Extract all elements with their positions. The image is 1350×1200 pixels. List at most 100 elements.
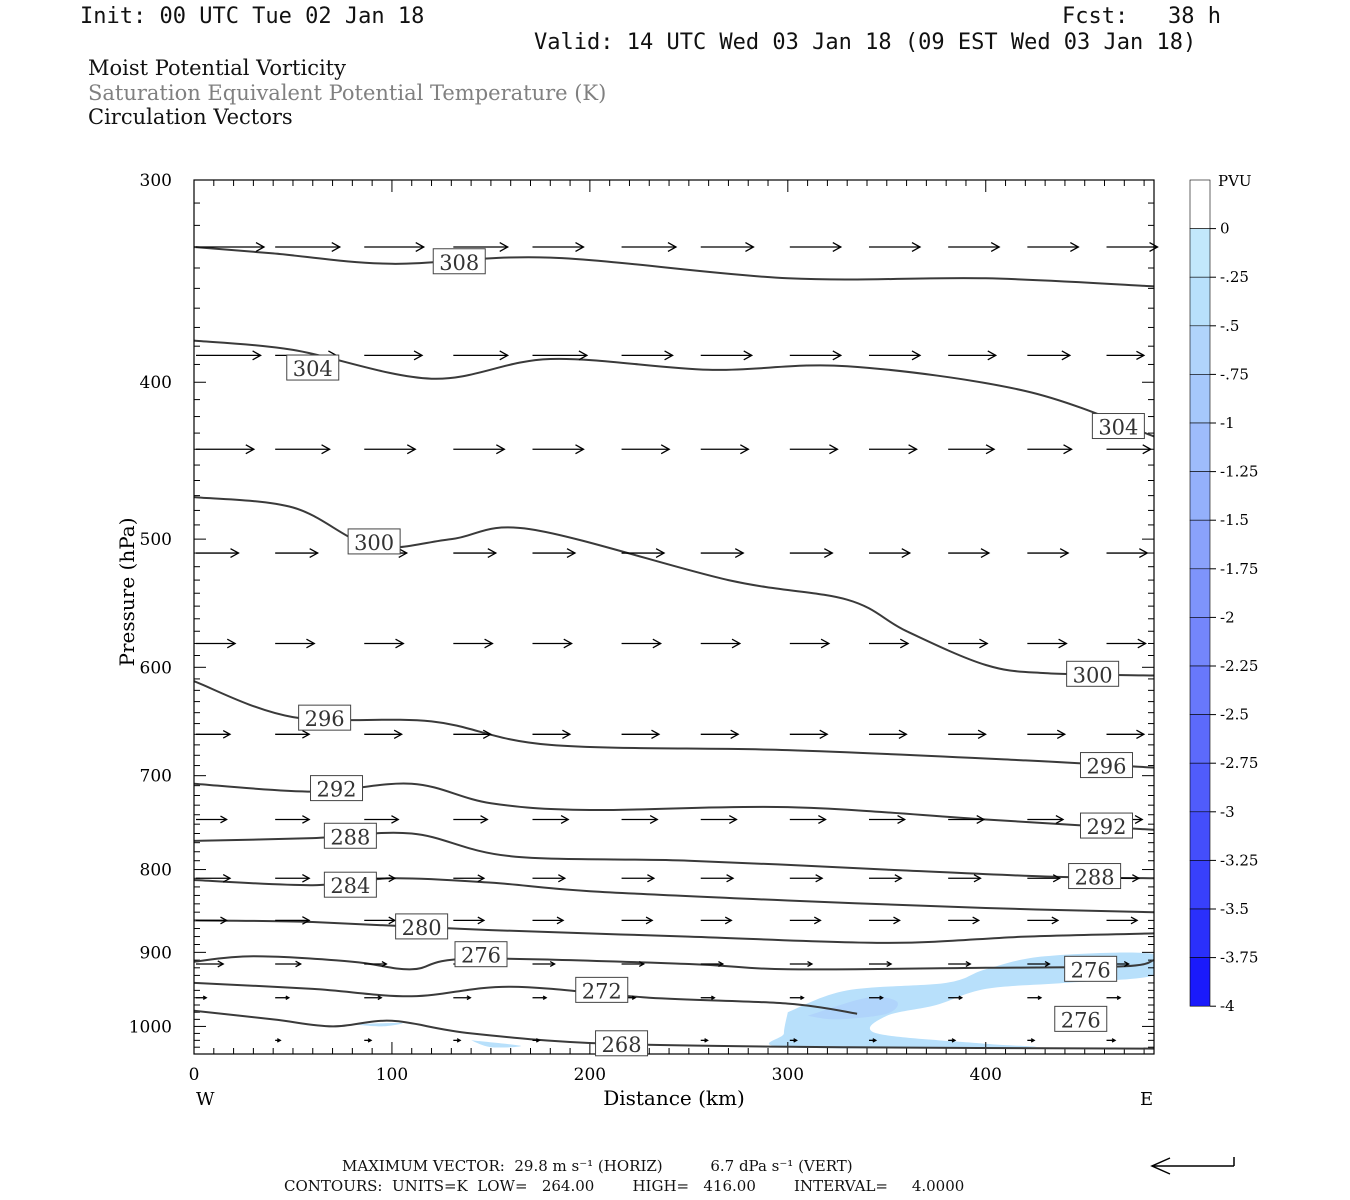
vector-arrow-head bbox=[1044, 960, 1051, 967]
contour-label-box bbox=[454, 941, 508, 968]
y-tick-label: 1000 bbox=[129, 1017, 172, 1037]
y-tick-label: 500 bbox=[140, 530, 172, 550]
vector-arrow-head bbox=[728, 814, 738, 824]
vector-arrow-head bbox=[872, 1038, 878, 1043]
plot-frame bbox=[193, 179, 1155, 1055]
colorbar-swatch bbox=[1189, 811, 1211, 861]
vector-arrow-head bbox=[649, 814, 659, 824]
vector-arrow-head bbox=[1030, 1038, 1036, 1043]
vector-arrow-head bbox=[977, 729, 987, 739]
vector-arrow-head bbox=[1052, 874, 1061, 883]
vector-arrow-head bbox=[1055, 814, 1065, 824]
vector-arrow-head bbox=[499, 242, 510, 252]
vector-arrow-head bbox=[745, 242, 755, 252]
y-tick-label: 800 bbox=[140, 861, 172, 881]
vector-arrow-head bbox=[381, 960, 388, 967]
vector-arrow-head bbox=[911, 350, 922, 361]
east-label: E bbox=[1140, 1089, 1153, 1110]
reference-vector-icon bbox=[1150, 1157, 1235, 1175]
vector-arrow-head bbox=[973, 874, 982, 883]
vector-arrow-head bbox=[245, 444, 256, 455]
vector-arrow-head bbox=[652, 638, 663, 649]
contour-300 bbox=[194, 496, 1154, 677]
colorbar-label: -2.5 bbox=[1220, 706, 1249, 724]
contour-label-box bbox=[323, 871, 377, 898]
vector-arrow-head bbox=[829, 444, 839, 455]
contour-label-box bbox=[1068, 863, 1122, 890]
vector-arrow-head bbox=[466, 995, 472, 1001]
contour-label-box bbox=[310, 775, 364, 802]
vector-arrow-head bbox=[302, 873, 311, 883]
vector-arrow-head bbox=[655, 548, 666, 559]
vector-arrow-head bbox=[651, 729, 661, 739]
vector-arrow-head bbox=[1058, 638, 1068, 649]
contour-label: 296 bbox=[1086, 755, 1126, 779]
vector-arrow-head bbox=[951, 1038, 957, 1043]
colorbar-label: -1.75 bbox=[1220, 560, 1258, 578]
contour-label-box bbox=[1079, 752, 1133, 779]
vector-arrow-head bbox=[990, 242, 1001, 252]
contour-label: 288 bbox=[1075, 866, 1115, 890]
vector-arrow-head bbox=[667, 242, 678, 252]
contour-308 bbox=[194, 246, 1154, 288]
vector-arrow-head bbox=[252, 350, 262, 361]
legend-line-vectors: Circulation Vectors bbox=[88, 105, 293, 129]
vector-arrow-head bbox=[398, 548, 409, 559]
colorbar-label: -1 bbox=[1220, 414, 1235, 432]
contour-label: 308 bbox=[439, 251, 479, 275]
axis-ticks bbox=[193, 179, 1154, 1055]
vector-arrow-head bbox=[726, 874, 735, 883]
vector-arrow-head bbox=[631, 995, 637, 1000]
y-tick-label: 700 bbox=[140, 767, 172, 787]
contour-label-box bbox=[347, 528, 401, 555]
vector-arrow-head bbox=[1139, 548, 1149, 559]
max-vector-note: MAXIMUM VECTOR: 29.8 m s⁻¹ (HORIZ) 6.7 d… bbox=[342, 1157, 853, 1175]
vector-arrow-head bbox=[894, 874, 903, 883]
vector-arrow-head bbox=[406, 444, 417, 455]
vector-arrow-head bbox=[217, 960, 225, 968]
contour-label-box bbox=[1064, 955, 1118, 982]
contour-272 bbox=[194, 981, 858, 1015]
vector-arrow-head bbox=[395, 638, 405, 649]
contour-label-box bbox=[286, 354, 340, 381]
vector-arrow-head bbox=[393, 729, 403, 739]
contour-label-box bbox=[1079, 812, 1133, 839]
vector-arrow-head bbox=[1149, 242, 1159, 252]
vector-arrow-head bbox=[535, 1038, 541, 1043]
contour-info-note: CONTOURS: UNITS=K LOW= 264.00 HIGH= 416.… bbox=[284, 1177, 965, 1195]
vector-arrow-head bbox=[222, 873, 232, 883]
vector-arrow-head bbox=[331, 242, 342, 252]
vector-arrow-head bbox=[958, 995, 964, 1000]
x-axis-label: Distance (km) bbox=[603, 1086, 745, 1110]
vector-arrow-head bbox=[664, 350, 674, 361]
colorbar-swatch bbox=[1189, 714, 1211, 764]
vector-arrow-head bbox=[743, 350, 754, 361]
vector-arrow-head bbox=[893, 916, 901, 925]
contour-label: 296 bbox=[305, 707, 345, 731]
vector-arrow-head bbox=[824, 548, 834, 559]
contour-label: 300 bbox=[1073, 663, 1113, 687]
contour-label-box bbox=[1054, 1005, 1108, 1032]
vector-arrow-head bbox=[1137, 638, 1147, 649]
vector-arrow-head bbox=[377, 995, 383, 1001]
vector-arrow-head bbox=[499, 350, 510, 361]
vector-arrow-head bbox=[276, 1038, 282, 1043]
contour-label: 284 bbox=[330, 874, 370, 898]
init-time: Init: 00 UTC Tue 02 Jan 18 bbox=[80, 4, 425, 29]
vector-arrow-head bbox=[202, 995, 208, 1000]
vector-arrow-head bbox=[645, 916, 654, 925]
y-tick-label: 400 bbox=[140, 373, 172, 393]
vector-arrow-head bbox=[660, 444, 671, 455]
colorbar-label: -3 bbox=[1220, 803, 1235, 821]
vector-arrow-head bbox=[220, 815, 228, 824]
colorbar-unit: PVU bbox=[1218, 172, 1252, 190]
vector-arrow-head bbox=[477, 874, 486, 883]
vector-arrow-head bbox=[302, 815, 311, 824]
vector-arrow-head bbox=[1142, 444, 1153, 455]
vector-arrow-head bbox=[704, 1038, 709, 1043]
vector-arrow-head bbox=[309, 548, 320, 559]
contour-280 bbox=[194, 919, 1154, 944]
vector-arrow-head bbox=[832, 242, 843, 252]
vector-arrow-head bbox=[496, 444, 506, 455]
colorbar-swatch bbox=[1189, 228, 1211, 278]
